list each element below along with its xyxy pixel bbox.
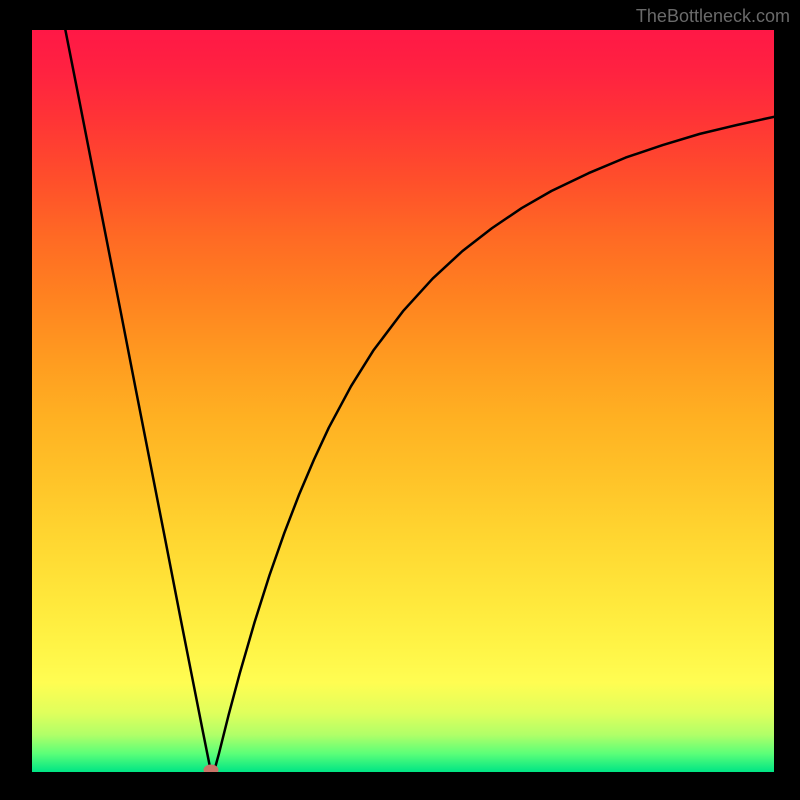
curve-path (65, 30, 774, 772)
plot-area (32, 30, 774, 772)
watermark-label: TheBottleneck.com (636, 6, 790, 27)
bottleneck-curve (32, 30, 774, 772)
chart-frame (0, 0, 800, 800)
optimum-marker (203, 764, 218, 772)
